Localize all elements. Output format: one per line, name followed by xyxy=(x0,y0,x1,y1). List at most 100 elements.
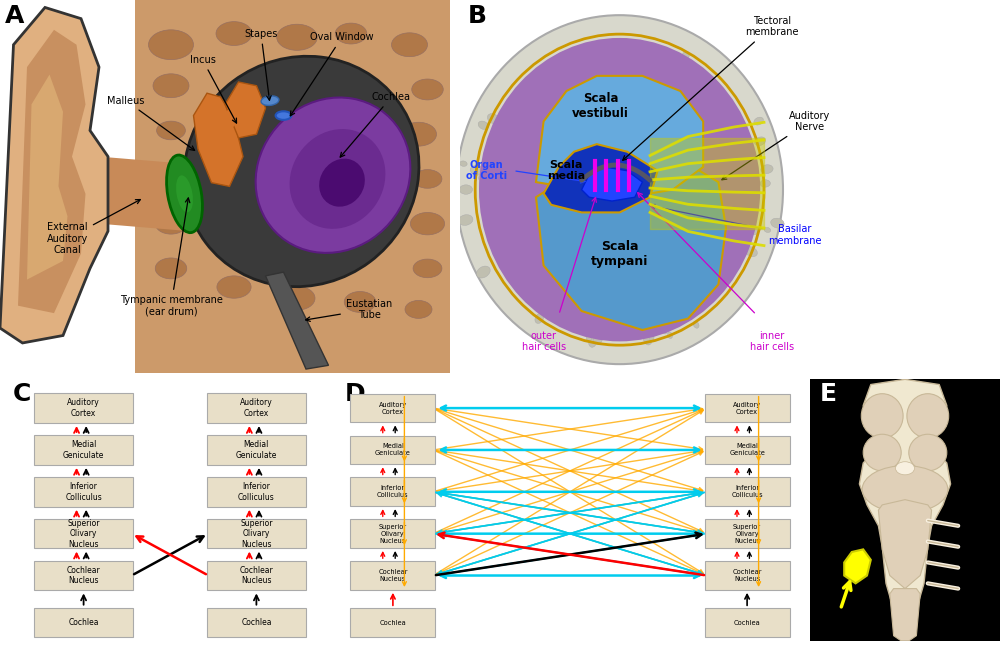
Polygon shape xyxy=(266,272,328,369)
Ellipse shape xyxy=(458,215,473,226)
FancyBboxPatch shape xyxy=(350,608,435,637)
Polygon shape xyxy=(135,0,450,373)
Ellipse shape xyxy=(502,122,508,128)
Text: Superior
Olivary
Nucleus: Superior Olivary Nucleus xyxy=(379,524,407,543)
Ellipse shape xyxy=(543,293,550,301)
Ellipse shape xyxy=(261,96,279,105)
Ellipse shape xyxy=(456,15,783,364)
Ellipse shape xyxy=(405,300,432,318)
Ellipse shape xyxy=(760,180,770,187)
Ellipse shape xyxy=(487,114,500,124)
Ellipse shape xyxy=(861,394,903,438)
FancyBboxPatch shape xyxy=(705,608,790,637)
Text: Auditory
Cortex: Auditory Cortex xyxy=(733,402,761,415)
Text: Cochlea: Cochlea xyxy=(340,92,411,157)
Text: Inferior
Colliculus: Inferior Colliculus xyxy=(377,485,409,498)
Ellipse shape xyxy=(536,300,544,309)
Text: Cochlear
Nucleus: Cochlear Nucleus xyxy=(378,569,408,582)
Ellipse shape xyxy=(586,334,592,341)
Ellipse shape xyxy=(410,213,445,235)
Ellipse shape xyxy=(478,121,488,129)
Ellipse shape xyxy=(158,166,184,184)
Ellipse shape xyxy=(622,57,631,70)
Text: Stapes: Stapes xyxy=(244,29,278,100)
Ellipse shape xyxy=(176,175,193,213)
Ellipse shape xyxy=(277,24,317,50)
Text: Basilar
membrane: Basilar membrane xyxy=(650,205,821,246)
Polygon shape xyxy=(844,549,871,583)
Ellipse shape xyxy=(290,129,385,229)
Ellipse shape xyxy=(470,165,484,175)
Ellipse shape xyxy=(736,238,747,247)
Ellipse shape xyxy=(217,276,251,298)
Text: Scala
media: Scala media xyxy=(547,160,585,182)
Ellipse shape xyxy=(667,332,672,339)
Ellipse shape xyxy=(480,188,489,194)
Ellipse shape xyxy=(907,394,949,438)
Ellipse shape xyxy=(632,318,640,330)
FancyBboxPatch shape xyxy=(705,394,790,422)
FancyBboxPatch shape xyxy=(207,560,306,591)
Text: C: C xyxy=(13,382,32,406)
Polygon shape xyxy=(859,379,951,620)
Text: Cochlear
Nucleus: Cochlear Nucleus xyxy=(732,569,762,582)
FancyBboxPatch shape xyxy=(705,561,790,590)
Ellipse shape xyxy=(529,88,536,95)
Ellipse shape xyxy=(476,266,490,278)
Ellipse shape xyxy=(754,117,763,125)
Text: Oval Window: Oval Window xyxy=(290,32,374,116)
Ellipse shape xyxy=(636,42,641,49)
Ellipse shape xyxy=(400,122,436,146)
Text: Superior
Olivary
Nucleus: Superior Olivary Nucleus xyxy=(240,519,273,549)
Text: Cochlea: Cochlea xyxy=(68,618,99,627)
FancyBboxPatch shape xyxy=(207,435,306,465)
Text: Auditory
Cortex: Auditory Cortex xyxy=(240,398,273,418)
Text: Medial
Geniculate: Medial Geniculate xyxy=(375,443,411,456)
Ellipse shape xyxy=(671,312,680,323)
Ellipse shape xyxy=(552,65,559,73)
Text: Tympanic membrane
(ear drum): Tympanic membrane (ear drum) xyxy=(120,198,222,317)
Polygon shape xyxy=(536,76,703,198)
Ellipse shape xyxy=(896,462,914,475)
Ellipse shape xyxy=(184,56,419,286)
Ellipse shape xyxy=(592,48,599,57)
Ellipse shape xyxy=(657,50,665,60)
Ellipse shape xyxy=(730,256,740,264)
Ellipse shape xyxy=(715,279,725,288)
Text: outer
hair cells: outer hair cells xyxy=(522,330,566,353)
Text: Eustatian
Tube: Eustatian Tube xyxy=(306,299,392,321)
Ellipse shape xyxy=(155,258,187,279)
Ellipse shape xyxy=(479,38,760,341)
Ellipse shape xyxy=(589,336,597,347)
Ellipse shape xyxy=(392,33,428,57)
Ellipse shape xyxy=(412,79,443,100)
FancyBboxPatch shape xyxy=(207,608,306,638)
Text: Inferior
Colliculus: Inferior Colliculus xyxy=(731,485,763,498)
Text: Cochlea: Cochlea xyxy=(241,618,272,627)
Text: Cochlea: Cochlea xyxy=(734,619,760,626)
Ellipse shape xyxy=(643,333,652,345)
FancyBboxPatch shape xyxy=(705,477,790,506)
Ellipse shape xyxy=(148,30,194,60)
Text: A: A xyxy=(5,4,24,27)
Text: Auditory
Nerve: Auditory Nerve xyxy=(722,111,830,180)
FancyBboxPatch shape xyxy=(350,477,435,506)
Text: Auditory
Cortex: Auditory Cortex xyxy=(379,402,407,415)
Ellipse shape xyxy=(256,97,410,253)
Text: inner
hair cells: inner hair cells xyxy=(750,330,794,353)
FancyBboxPatch shape xyxy=(350,394,435,422)
Ellipse shape xyxy=(460,161,467,166)
Text: Auditory
Cortex: Auditory Cortex xyxy=(67,398,100,418)
Ellipse shape xyxy=(157,121,185,140)
FancyBboxPatch shape xyxy=(34,519,133,549)
Text: Cochlear
Nucleus: Cochlear Nucleus xyxy=(67,566,100,585)
Ellipse shape xyxy=(732,257,741,265)
Polygon shape xyxy=(878,500,932,589)
Text: Scala
vestibuli: Scala vestibuli xyxy=(572,92,629,120)
Ellipse shape xyxy=(662,326,667,334)
Ellipse shape xyxy=(216,22,252,46)
Ellipse shape xyxy=(562,54,571,65)
Text: B: B xyxy=(468,4,487,27)
Ellipse shape xyxy=(587,318,597,332)
Ellipse shape xyxy=(685,77,692,84)
